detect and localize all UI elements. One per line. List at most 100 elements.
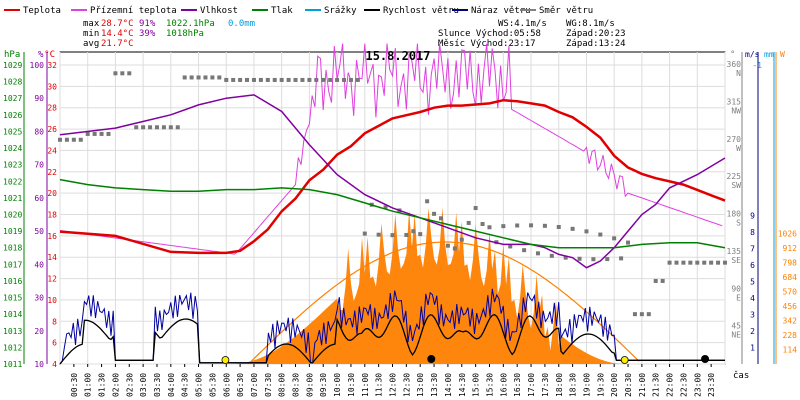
tick-time: 10:00 — [333, 373, 342, 397]
tick-hpa: 1014 — [3, 310, 22, 319]
tick-time: 14:30 — [458, 373, 467, 397]
wind-direction-point — [245, 77, 250, 82]
wind-direction-point — [348, 77, 353, 82]
stats-avg-label: avg — [83, 39, 99, 49]
wind-direction-point — [286, 77, 291, 82]
stats-block: max 28.7°C 91% 1022.1hPa 0.0mm min 14.4°C 39% 10… — [83, 19, 255, 49]
wind-direction-point — [71, 137, 76, 142]
wind-direction-point — [300, 77, 305, 82]
wind-direction-point — [480, 222, 485, 227]
tick-ms: 8 — [750, 228, 755, 237]
tick-direction-deg: 180 — [727, 210, 742, 219]
ground-temperature-series — [59, 43, 723, 255]
tick-pct: 30 — [34, 294, 44, 303]
wind-direction-point — [612, 236, 617, 241]
tick-time: 09:30 — [319, 373, 328, 397]
tick-time: 21:30 — [652, 373, 661, 397]
info-wind-gust: WG:8.1m/s — [566, 19, 615, 29]
stats-min-temp: 14.4°C — [101, 29, 134, 39]
wind-direction-point — [570, 226, 575, 231]
tick-time: 22:30 — [679, 373, 688, 397]
wind-direction-point — [106, 131, 111, 136]
tick-pct: 20 — [34, 327, 44, 336]
legend-label: Tlak — [271, 6, 293, 16]
tick-w: 684 — [783, 273, 798, 282]
wind-direction-point — [85, 131, 90, 136]
wind-direction-point — [723, 260, 727, 265]
tick-time: 01:30 — [98, 373, 107, 397]
wind-direction-point — [681, 260, 686, 265]
wind-direction-point — [321, 77, 326, 82]
tick-ms: 5 — [750, 278, 755, 287]
tick-time: 13:30 — [430, 373, 439, 397]
tick-temp: 28 — [47, 104, 57, 113]
wind-direction-point — [632, 312, 637, 317]
tick-hpa: 1020 — [3, 211, 22, 220]
tick-hpa: 1023 — [3, 161, 22, 170]
tick-time: 19:00 — [582, 373, 591, 397]
legend-label: Teplota — [23, 6, 61, 16]
wind-direction-point — [459, 237, 464, 242]
series-line-tlak — [59, 178, 726, 249]
tick-time: 10:30 — [347, 373, 356, 397]
tick-hpa: 1024 — [3, 144, 22, 153]
tick-temp: 8 — [52, 317, 57, 326]
wind-direction-point — [418, 232, 423, 237]
legend-label: Směr větru — [539, 6, 593, 16]
legend: Teplota Přízemní teplota Vlhkost Tlak Srážky… — [4, 6, 593, 16]
stats-min-pressure: 1018hPa — [166, 29, 204, 39]
wind-direction-point — [660, 278, 665, 283]
tick-hpa: 1021 — [3, 194, 22, 203]
tick-hpa: 1017 — [3, 260, 22, 269]
tick-direction-deg: 315 — [727, 97, 742, 106]
wind-direction-point — [376, 232, 381, 237]
wind-speed-line — [59, 313, 725, 365]
tick-time: 06:00 — [222, 373, 231, 397]
wind-direction-point — [78, 137, 83, 142]
axis-w-unit: W — [780, 50, 785, 59]
solar-radiation-area — [231, 207, 626, 364]
wind-direction-point — [314, 77, 319, 82]
tick-time: 16:00 — [499, 373, 508, 397]
wind-direction-point — [335, 77, 340, 82]
tick-direction-deg: 225 — [727, 172, 742, 181]
wind-direction-point — [362, 231, 367, 236]
tick-w: 798 — [783, 259, 798, 268]
wind-direction-point — [598, 232, 603, 237]
tick-direction-deg: 135 — [727, 247, 742, 256]
tick-ms: 9 — [750, 212, 755, 221]
wind-direction-point — [432, 211, 437, 216]
tick-direction-deg: 45 — [731, 322, 741, 331]
tick-mm-top: -1 — [752, 61, 762, 70]
wind-direction-point — [210, 75, 215, 80]
tick-time: 13:00 — [416, 373, 425, 397]
wind-direction-point — [328, 77, 333, 82]
solar-area — [231, 207, 640, 365]
tick-time: 09:00 — [305, 373, 314, 397]
tick-time: 15:30 — [485, 373, 494, 397]
wind-direction-point — [445, 243, 450, 248]
wind-direction-point — [224, 77, 229, 82]
wind-direction-point — [674, 260, 679, 265]
tick-temp: 14 — [47, 253, 57, 262]
tick-time: 02:00 — [111, 373, 120, 397]
wind-direction-point — [92, 131, 97, 136]
wind-direction-point — [113, 71, 118, 76]
tick-time: 12:30 — [402, 373, 411, 397]
wind-direction-point — [120, 71, 125, 76]
wind-direction-point — [293, 77, 298, 82]
wind-direction-point — [355, 77, 360, 82]
tick-w: 228 — [783, 331, 798, 340]
wind-direction-point — [141, 125, 146, 130]
tick-hpa: 1025 — [3, 127, 22, 136]
tick-time: 18:30 — [569, 373, 578, 397]
tick-temp: 22 — [47, 168, 57, 177]
wind-direction-point — [549, 253, 554, 258]
legend-label: Náraz větru — [471, 6, 531, 16]
tick-pct: 80 — [34, 127, 44, 136]
tick-temp: 18 — [47, 211, 57, 220]
tick-temp: 16 — [47, 232, 57, 241]
series-line-teplota — [59, 98, 726, 255]
stats-max-label: max — [83, 19, 100, 29]
wind-direction-point — [452, 246, 457, 251]
